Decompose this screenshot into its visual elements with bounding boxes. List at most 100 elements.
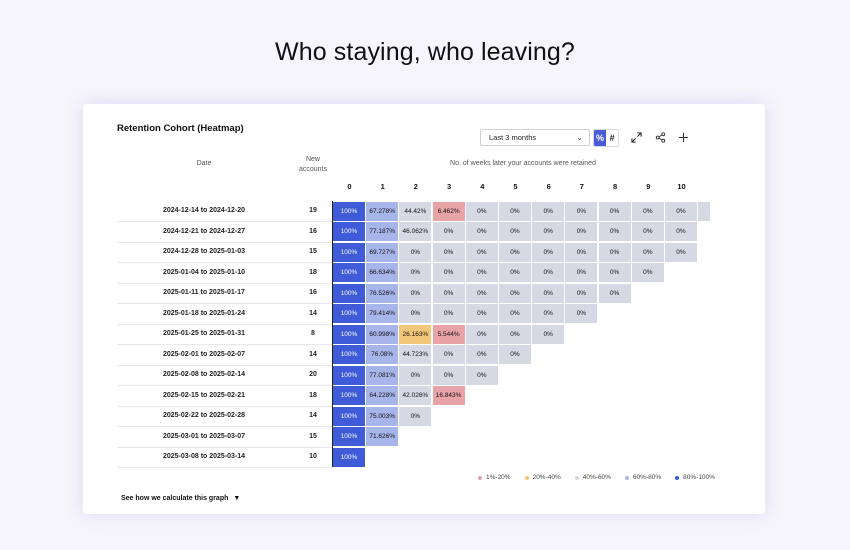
heatmap-cell[interactable]: 0% — [532, 304, 565, 323]
heatmap-cell[interactable]: 100% — [333, 447, 365, 467]
heatmap-cell[interactable]: 0% — [499, 222, 531, 241]
heatmap-cell[interactable]: 42.026% — [399, 386, 432, 405]
heatmap-cell[interactable]: 60.998% — [366, 324, 399, 344]
heatmap-cell[interactable]: 0% — [465, 283, 498, 303]
heatmap-cell[interactable]: 100% — [333, 263, 365, 282]
heatmap-cell[interactable]: 76.08% — [366, 345, 399, 364]
heatmap-cell[interactable]: 100% — [333, 283, 365, 303]
heatmap-cell[interactable]: 0% — [432, 242, 465, 262]
heatmap-cell[interactable]: 0% — [665, 242, 697, 262]
heatmap-cell[interactable]: 0% — [465, 365, 498, 385]
cohort-date: 2024-12-28 to 2025-01-03 — [162, 248, 246, 255]
heatmap-cell[interactable]: 0% — [465, 242, 498, 262]
heatmap-cell[interactable]: 0% — [565, 201, 598, 221]
heatmap-cell[interactable]: 0% — [499, 304, 531, 323]
heatmap-cell[interactable]: 0% — [432, 283, 465, 303]
heatmap-cell[interactable]: 0% — [432, 304, 465, 323]
heatmap-cell[interactable]: 100% — [333, 222, 365, 241]
heatmap-cell[interactable]: 100% — [333, 406, 365, 426]
heatmap-cell[interactable]: 100% — [333, 304, 365, 323]
heatmap-cell[interactable]: 0% — [532, 201, 565, 221]
heatmap-cell[interactable]: 0% — [532, 242, 565, 262]
heatmap-cell[interactable]: 0% — [499, 242, 531, 262]
heatmap-cell[interactable]: 0% — [465, 345, 498, 364]
heatmap-cell[interactable]: 0% — [399, 365, 432, 385]
heatmap-cell[interactable]: 100% — [333, 201, 365, 221]
heatmap-cell[interactable]: 0% — [598, 201, 631, 221]
heatmap-cell[interactable]: 79.414% — [366, 304, 399, 323]
heatmap-cell[interactable]: 44.723% — [399, 345, 432, 364]
heatmap-cell[interactable]: 0% — [499, 345, 531, 364]
heatmap-cell[interactable]: 77.187% — [366, 222, 399, 241]
heatmap-cell[interactable]: 0% — [565, 222, 598, 241]
heatmap-cell[interactable]: 100% — [333, 242, 365, 262]
heatmap-cell[interactable]: 0% — [399, 242, 432, 262]
heatmap-cell[interactable]: 0% — [465, 222, 498, 241]
count-toggle-option[interactable]: # — [606, 130, 618, 146]
heatmap-cell[interactable]: 64.228% — [366, 386, 399, 405]
heatmap-cell[interactable]: 46.062% — [399, 222, 432, 241]
heatmap-cell[interactable]: 44.42% — [399, 201, 432, 221]
heatmap-cell[interactable]: 0% — [432, 345, 465, 364]
heatmap-cell[interactable]: 0% — [499, 283, 531, 303]
heatmap-cell[interactable]: 0% — [598, 242, 631, 262]
heatmap-cell[interactable]: 6.462% — [432, 201, 465, 221]
heatmap-cell[interactable]: 100% — [333, 324, 365, 344]
cohort-row: 2025-01-18 to 2025-01-24 14 — [117, 304, 333, 325]
heatmap-cell[interactable]: 0% — [499, 324, 531, 344]
heatmap-cell[interactable]: 0% — [565, 242, 598, 262]
heatmap-cell[interactable]: 0% — [465, 304, 498, 323]
heatmap-cell[interactable]: 100% — [333, 365, 365, 385]
heatmap-cell[interactable]: 100% — [333, 345, 365, 364]
heatmap-cell[interactable]: 100% — [333, 427, 365, 446]
heatmap-cell[interactable]: 0% — [499, 263, 531, 282]
heatmap-cell[interactable]: 26.163% — [399, 324, 432, 344]
heatmap-cell[interactable]: 66.634% — [366, 263, 399, 282]
heatmap-cell[interactable]: 16.843% — [432, 386, 465, 405]
heatmap-cell[interactable]: 0% — [631, 201, 664, 221]
chevron-down-icon: ⌄ — [576, 133, 583, 142]
percent-toggle-option[interactable]: % — [594, 130, 606, 146]
heatmap-cell[interactable]: 0% — [499, 201, 531, 221]
date-range-select[interactable]: Last 3 months ⌄ — [480, 129, 590, 146]
heatmap-cell[interactable]: 71.626% — [366, 427, 399, 446]
heatmap-cell[interactable]: 5.544% — [432, 324, 465, 344]
percent-count-toggle[interactable]: % # — [593, 129, 619, 147]
heatmap-cell[interactable]: 0% — [399, 304, 432, 323]
how-calculated-link[interactable]: See how we calculate this graph ▼ — [121, 495, 241, 502]
heatmap-cell[interactable]: 0% — [665, 222, 697, 241]
heatmap-cell[interactable]: 0% — [465, 263, 498, 282]
heatmap-cell[interactable]: 0% — [565, 283, 598, 303]
heatmap-cell[interactable]: 76.526% — [366, 283, 399, 303]
heatmap-cell[interactable]: 0% — [565, 263, 598, 282]
heatmap-cell[interactable]: 0% — [598, 222, 631, 241]
heatmap-cell[interactable]: 69.727% — [366, 242, 399, 262]
heatmap-cell[interactable]: 0% — [598, 263, 631, 282]
heatmap-cell[interactable]: 77.081% — [366, 365, 399, 385]
heatmap-cell[interactable]: 0% — [532, 222, 565, 241]
heatmap-cell[interactable]: 0% — [665, 201, 697, 221]
heatmap-cell[interactable]: 0% — [465, 201, 498, 221]
heatmap-cell[interactable]: 0% — [565, 304, 598, 323]
heatmap-cell[interactable]: 0% — [631, 222, 664, 241]
heatmap-cell[interactable]: 0% — [631, 263, 664, 282]
expand-icon[interactable] — [629, 129, 643, 145]
heatmap-cell[interactable]: 0% — [532, 263, 565, 282]
heatmap-cell[interactable]: 0% — [598, 283, 631, 303]
heatmap-cell[interactable]: 0% — [399, 263, 432, 282]
heatmap-cell[interactable]: 0% — [465, 324, 498, 344]
add-icon[interactable] — [676, 129, 690, 145]
heatmap-cell[interactable]: 0% — [432, 365, 465, 385]
heatmap-cell[interactable]: 100% — [333, 386, 365, 405]
heatmap-cell[interactable]: 0% — [399, 406, 432, 426]
share-icon[interactable] — [653, 129, 667, 145]
heatmap-cell[interactable]: 0% — [432, 222, 465, 241]
heatmap-cell[interactable]: 67.278% — [366, 201, 399, 221]
heatmap-cell[interactable]: 0% — [532, 324, 565, 344]
heatmap-cell[interactable] — [698, 201, 711, 221]
heatmap-cell[interactable]: 75.003% — [366, 406, 399, 426]
heatmap-cell[interactable]: 0% — [532, 283, 565, 303]
heatmap-cell[interactable]: 0% — [432, 263, 465, 282]
heatmap-cell[interactable]: 0% — [399, 283, 432, 303]
heatmap-cell[interactable]: 0% — [631, 242, 664, 262]
